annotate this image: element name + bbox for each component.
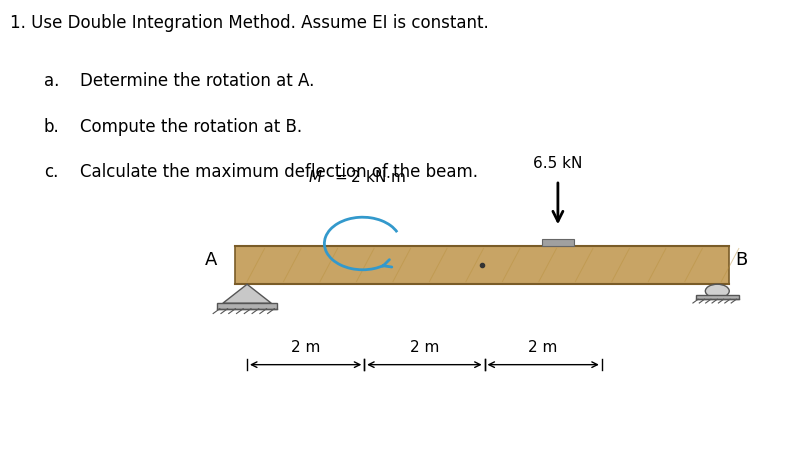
Text: Determine the rotation at A.: Determine the rotation at A. bbox=[80, 72, 314, 91]
Text: c.: c. bbox=[44, 163, 58, 181]
Bar bbox=[696, 295, 739, 299]
Text: 2 m: 2 m bbox=[410, 340, 439, 355]
Text: b.: b. bbox=[44, 118, 60, 136]
Text: $M$: $M$ bbox=[308, 169, 324, 185]
Text: $= 2\ \mathrm{kN{\cdot}m}$: $= 2\ \mathrm{kN{\cdot}m}$ bbox=[332, 169, 406, 185]
Bar bbox=[217, 303, 277, 308]
Circle shape bbox=[705, 284, 729, 298]
Text: 2 m: 2 m bbox=[528, 340, 558, 355]
Polygon shape bbox=[223, 284, 271, 303]
Text: Calculate the maximum deflection of the beam.: Calculate the maximum deflection of the … bbox=[80, 163, 477, 181]
Text: Compute the rotation at B.: Compute the rotation at B. bbox=[80, 118, 302, 136]
Bar bbox=[235, 246, 729, 284]
Text: 6.5 kN: 6.5 kN bbox=[533, 156, 583, 171]
Text: A: A bbox=[204, 251, 217, 270]
Text: B: B bbox=[735, 251, 747, 270]
Bar bbox=[542, 238, 574, 246]
Text: 2 m: 2 m bbox=[291, 340, 320, 355]
Text: 1. Use Double Integration Method. Assume EI is constant.: 1. Use Double Integration Method. Assume… bbox=[10, 14, 489, 32]
Text: a.: a. bbox=[44, 72, 59, 91]
